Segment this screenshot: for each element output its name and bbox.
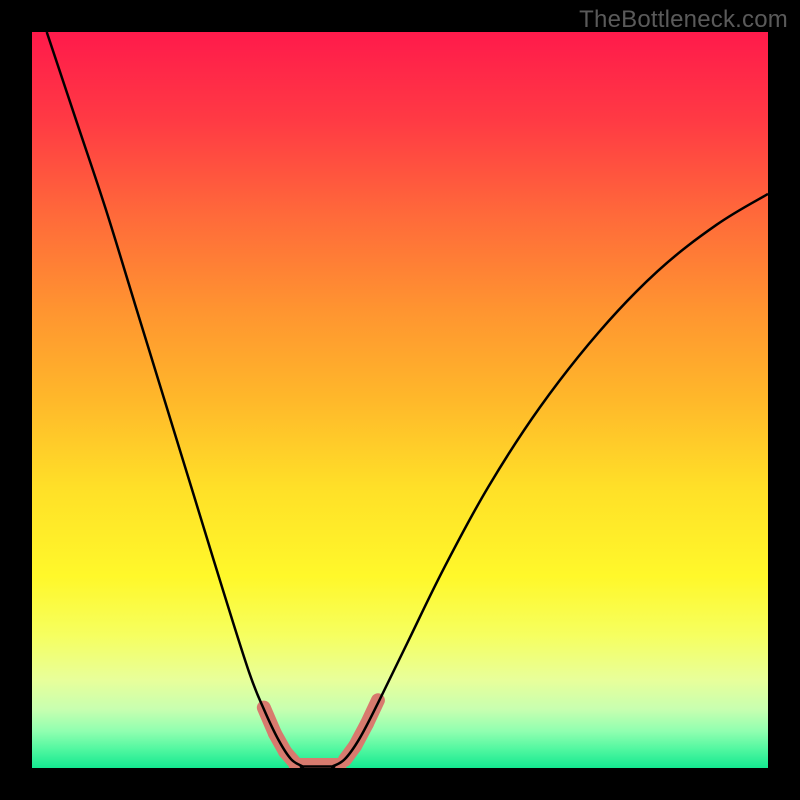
plot-area <box>32 32 768 768</box>
main-curve-path <box>47 32 768 767</box>
curve-svg <box>32 32 768 768</box>
watermark-text: TheBottleneck.com <box>579 6 788 34</box>
highlight-layer <box>264 700 378 765</box>
